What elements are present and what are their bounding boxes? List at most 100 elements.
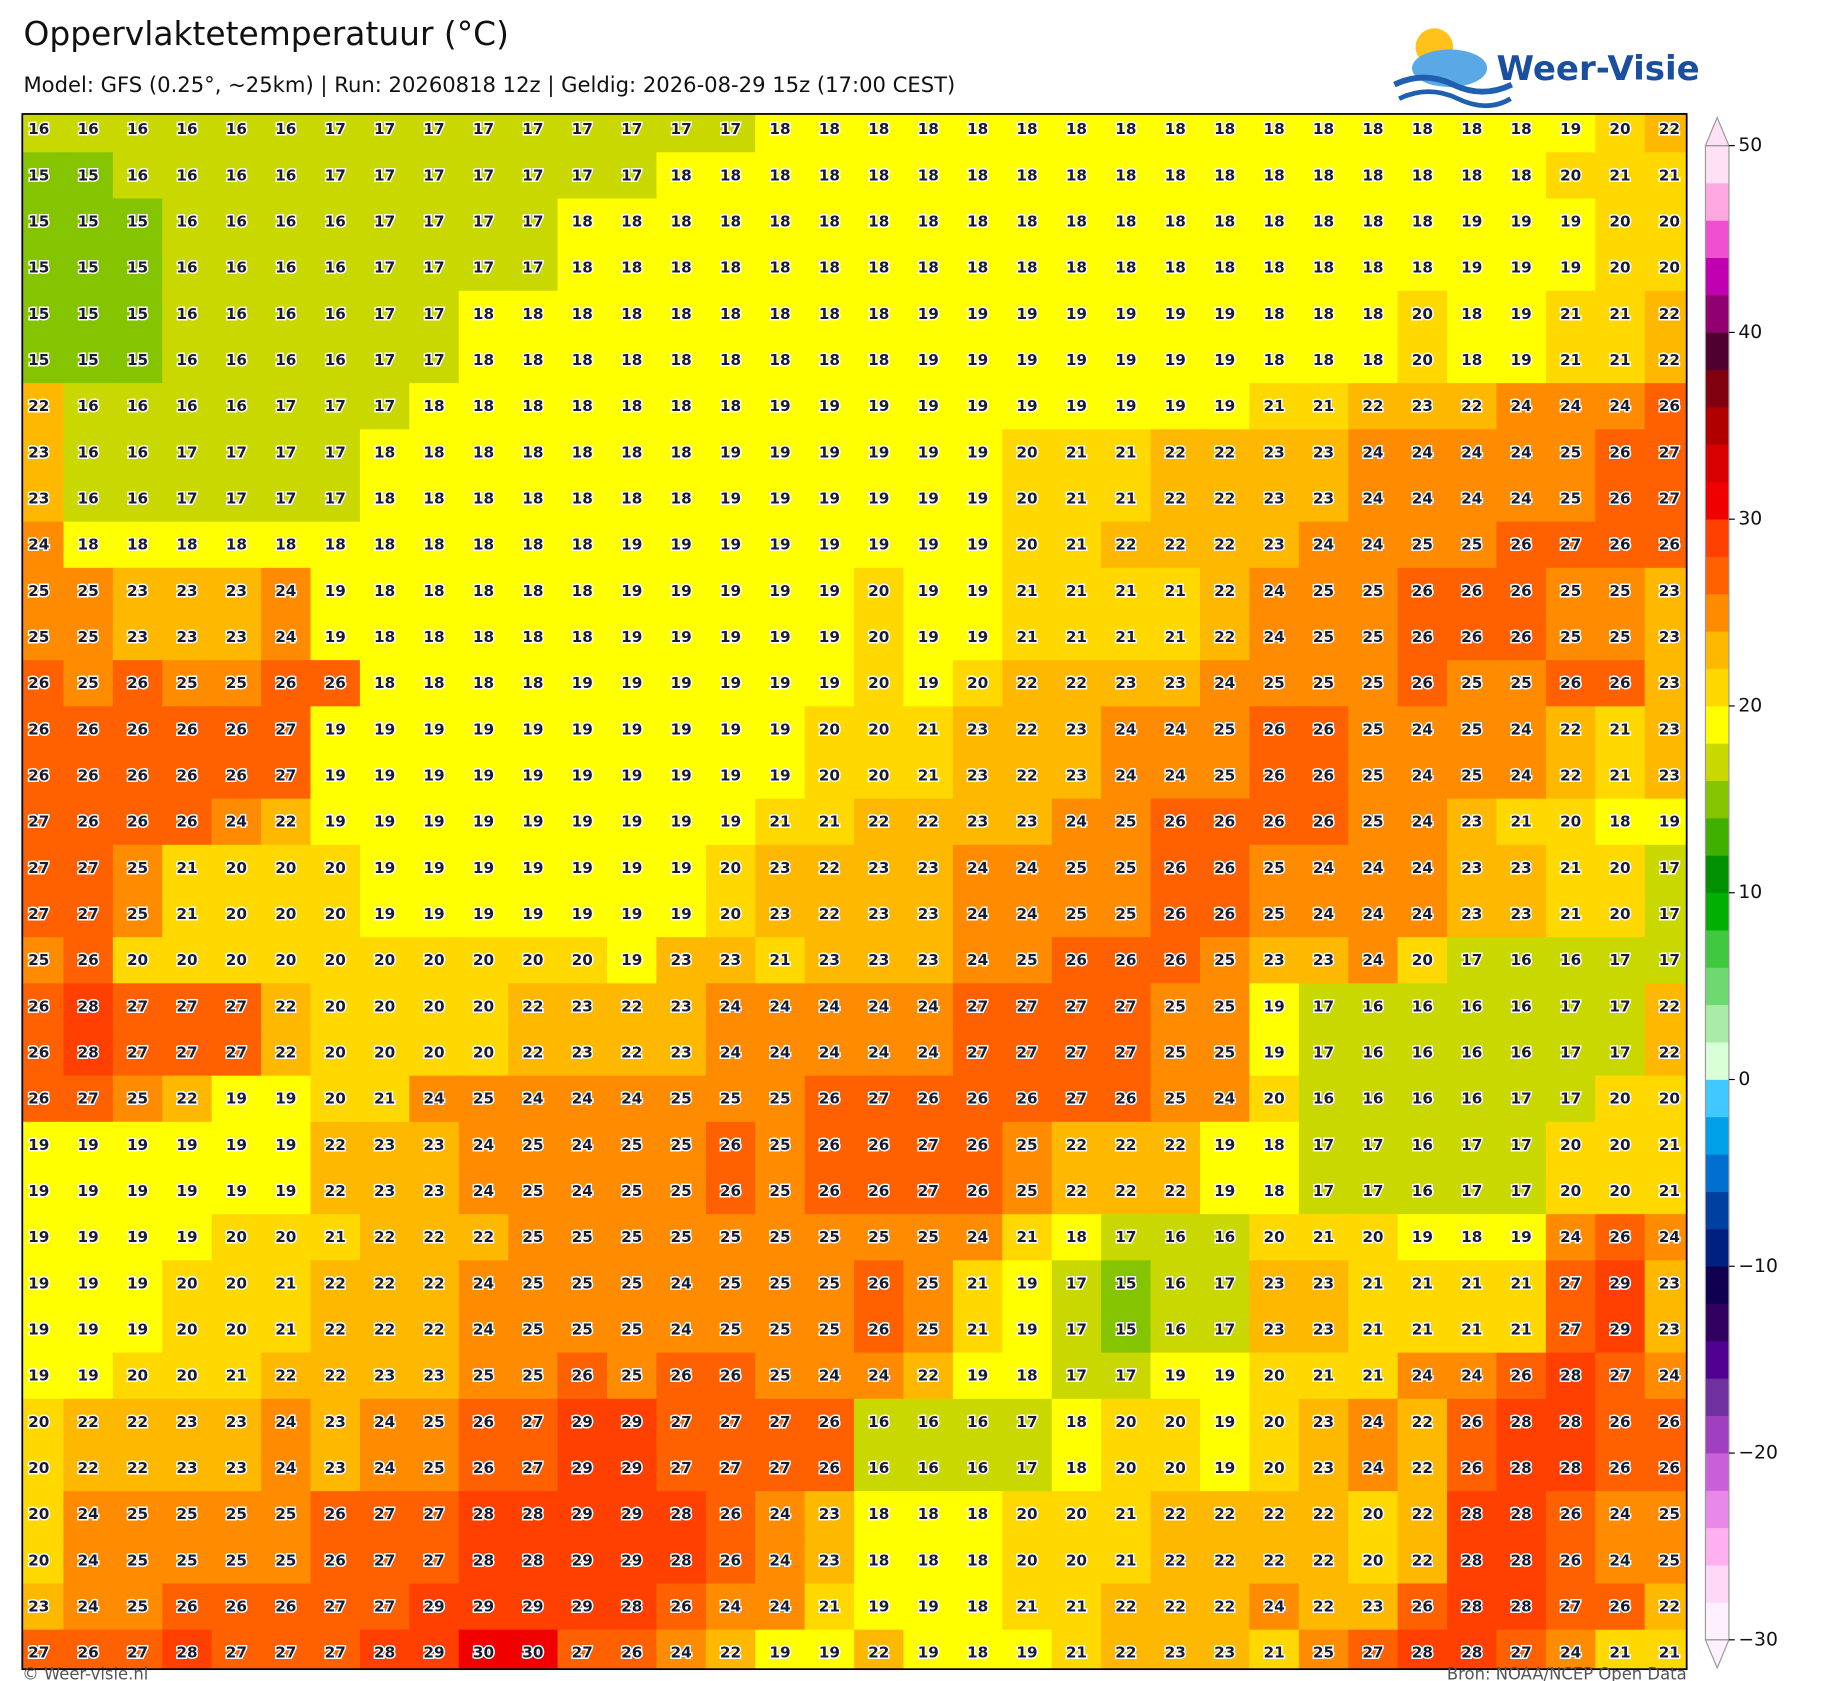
temperature-label: 25	[1362, 767, 1383, 785]
temperature-cell	[22, 336, 65, 384]
temperature-cell	[557, 1398, 608, 1446]
temperature-cell	[1397, 1352, 1448, 1400]
temperature-label: 21	[769, 951, 790, 969]
temperature-cell	[409, 752, 460, 800]
temperature-cell	[211, 1121, 262, 1169]
temperature-label: 24	[1362, 443, 1383, 461]
temperature-cell	[1199, 244, 1251, 292]
temperature-label: 18	[967, 1505, 988, 1523]
temperature-label: 26	[226, 720, 247, 738]
temperature-label: 22	[325, 1274, 346, 1292]
temperature-label: 24	[374, 1413, 395, 1431]
temperature-cell	[656, 890, 707, 938]
temperature-cell	[1101, 1121, 1152, 1169]
temperature-cell	[1595, 1121, 1646, 1169]
temperature-label: 18	[621, 213, 642, 231]
temperature-cell	[1051, 1214, 1102, 1262]
temperature-label: 18	[868, 213, 889, 231]
temperature-label: 24	[1560, 1644, 1581, 1662]
temperature-cell	[310, 1352, 361, 1400]
temperature-label: 19	[1511, 213, 1532, 231]
temperature-cell	[656, 113, 707, 153]
colorbar-bin	[1705, 182, 1729, 221]
temperature-cell	[1101, 475, 1152, 523]
temperature-label: 23	[1263, 490, 1284, 508]
temperature-label: 18	[1313, 351, 1334, 369]
temperature-label: 19	[226, 1090, 247, 1108]
temperature-cell	[1545, 660, 1596, 708]
temperature-cell	[508, 152, 559, 200]
temperature-label: 26	[28, 674, 49, 692]
temperature-label: 25	[127, 1505, 148, 1523]
temperature-cell	[1348, 383, 1399, 431]
colorbar-bin	[1705, 967, 1729, 1006]
temperature-label: 24	[1609, 1551, 1630, 1569]
temperature-cell	[804, 521, 855, 569]
temperature-label: 20	[1115, 1413, 1136, 1431]
temperature-label: 19	[423, 859, 444, 877]
temperature-cell	[1150, 521, 1201, 569]
temperature-label: 24	[1412, 905, 1433, 923]
temperature-cell	[1545, 429, 1596, 477]
temperature-label: 25	[127, 1598, 148, 1616]
temperature-label: 17	[522, 213, 543, 231]
temperature-cell	[1101, 1167, 1152, 1215]
colorbar-bin	[1705, 1565, 1729, 1603]
temperature-label: 17	[1659, 905, 1680, 923]
temperature-cell	[952, 706, 1004, 754]
temperature-label: 19	[868, 397, 889, 415]
temperature-cell	[854, 1075, 905, 1123]
temperature-label: 17	[522, 259, 543, 277]
temperature-label: 25	[176, 674, 197, 692]
temperature-label: 20	[720, 905, 741, 923]
temperature-label: 22	[1165, 443, 1186, 461]
temperature-label: 21	[1313, 1228, 1334, 1246]
temperature-label: 19	[572, 674, 593, 692]
temperature-label: 26	[176, 720, 197, 738]
temperature-label: 23	[1659, 628, 1680, 646]
temperature-cell	[1150, 383, 1201, 431]
temperature-label: 19	[769, 767, 790, 785]
temperature-cell	[1002, 937, 1053, 985]
temperature-cell	[1002, 475, 1053, 523]
temperature-label: 23	[720, 951, 741, 969]
temperature-cell	[1348, 198, 1399, 246]
temperature-cell	[1249, 752, 1300, 800]
temperature-cell	[1397, 706, 1448, 754]
temperature-label: 24	[1412, 490, 1433, 508]
temperature-label: 25	[226, 674, 247, 692]
temperature-label: 23	[819, 951, 840, 969]
temperature-label: 23	[671, 1044, 692, 1062]
temperature-label: 20	[127, 1367, 148, 1385]
temperature-label: 23	[671, 997, 692, 1015]
temperature-label: 24	[1659, 1367, 1680, 1385]
temperature-cell	[261, 1444, 312, 1492]
temperature-cell	[409, 290, 460, 338]
temperature-label: 26	[967, 1090, 988, 1108]
temperature-label: 26	[78, 813, 99, 831]
temperature-cell	[705, 429, 756, 477]
temperature-label: 16	[226, 120, 247, 138]
temperature-label: 18	[819, 305, 840, 323]
temperature-label: 22	[1560, 767, 1581, 785]
temperature-cell	[1249, 113, 1300, 153]
temperature-cell	[557, 567, 608, 615]
temperature-label: 16	[1461, 1090, 1482, 1108]
temperature-cell	[1150, 567, 1201, 615]
colorbar-bin	[1705, 145, 1729, 184]
temperature-cell	[1199, 752, 1251, 800]
temperature-cell	[952, 983, 1004, 1031]
temperature-label: 25	[1362, 813, 1383, 831]
temperature-label: 17	[275, 397, 296, 415]
temperature-cell	[1496, 798, 1547, 846]
temperature-cell	[1051, 1121, 1102, 1169]
temperature-label: 17	[423, 351, 444, 369]
temperature-cell	[705, 660, 756, 708]
temperature-cell	[112, 429, 163, 477]
temperature-label: 18	[1263, 1136, 1284, 1154]
temperature-label: 20	[275, 859, 296, 877]
temperature-cell	[1051, 937, 1102, 985]
temperature-label: 22	[1165, 1136, 1186, 1154]
temperature-cell	[112, 383, 163, 431]
temperature-cell	[1199, 567, 1251, 615]
